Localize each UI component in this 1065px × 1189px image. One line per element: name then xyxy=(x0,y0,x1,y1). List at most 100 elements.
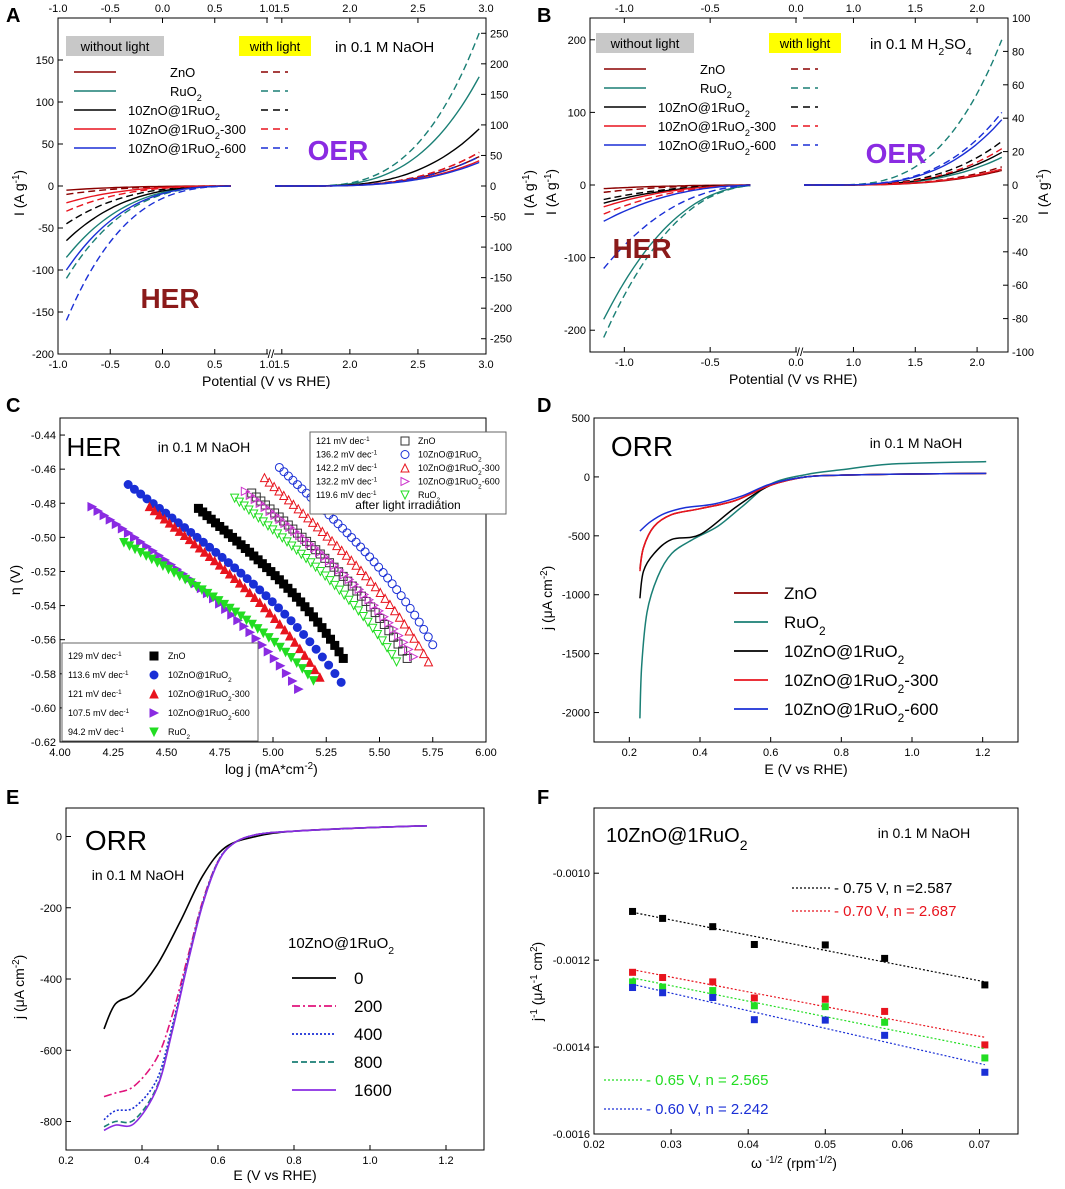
tafel-point xyxy=(359,589,370,600)
subscript: 2 xyxy=(437,497,441,504)
subscript: 2 xyxy=(228,715,232,722)
text-run: 10ZnO@1 xyxy=(658,138,718,153)
x-tick-label: 1.0 xyxy=(259,359,274,371)
tafel-point xyxy=(297,664,308,674)
panel-condition: in 0.1 M NaOH xyxy=(870,435,963,451)
x-tick-label: 5.50 xyxy=(369,747,390,759)
curve-her-light-1 xyxy=(65,185,231,279)
x-tick-label-top: 0.0 xyxy=(788,3,803,15)
tafel-point xyxy=(347,532,357,542)
legend-title: 10ZnO@1RuO2 xyxy=(288,935,394,957)
subscript: 2 xyxy=(187,734,191,741)
kl-point xyxy=(750,994,758,1002)
tafel-point xyxy=(388,632,398,642)
text-run: RuO xyxy=(863,671,898,690)
tafel-point xyxy=(307,517,318,527)
tafel-point xyxy=(189,538,200,549)
y-tick-label-right: -100 xyxy=(490,242,512,254)
y-tick-label: -0.0014 xyxy=(553,1042,590,1054)
tafel-point xyxy=(164,518,175,528)
legend-label: 10ZnO@1RuO2-600 xyxy=(128,141,246,160)
text-run: 10ZnO@1 xyxy=(784,642,863,661)
legend-label: 200 xyxy=(354,997,382,1016)
tafel-point xyxy=(360,547,370,557)
tafel-point xyxy=(332,540,342,551)
tafel-point xyxy=(93,506,104,516)
kl-series-label: - 0.60 V, n = 2.242 xyxy=(646,1101,768,1118)
tafel-point xyxy=(383,573,393,583)
legend-slope: 119.6 mV dec-1 xyxy=(316,490,377,501)
kl-fit-line xyxy=(632,969,985,1038)
tafel-point xyxy=(284,630,295,641)
text-run: j (μA cm xyxy=(539,579,555,631)
kl-point xyxy=(881,1031,889,1039)
tafel-point xyxy=(356,565,366,575)
tafel-point xyxy=(338,523,348,533)
text-run: -300 xyxy=(482,463,500,473)
y-tick-label-right: -40 xyxy=(1012,247,1028,259)
x-axis-label: ω -1/2 (rpm-1/2) xyxy=(751,1155,837,1172)
plot-frame xyxy=(593,807,1019,1135)
tafel-point xyxy=(317,526,328,536)
tafel-point xyxy=(239,582,250,593)
text-run: ) xyxy=(539,566,555,571)
tafel-point xyxy=(242,574,252,584)
tafel-point xyxy=(245,627,256,638)
tafel-point xyxy=(293,503,304,514)
tafel-point xyxy=(278,490,289,500)
tafel-point xyxy=(267,597,277,607)
tafel-point xyxy=(363,617,373,628)
text-run: -300 xyxy=(904,671,938,690)
x-tick-label: 0.07 xyxy=(969,1139,990,1151)
x-tick-label-top: 0.5 xyxy=(207,3,222,15)
x-tick-label: 0.04 xyxy=(737,1139,758,1151)
superscript: -1 xyxy=(543,174,554,183)
text-run: ) xyxy=(832,1155,837,1171)
x-tick-label: 6.00 xyxy=(475,747,496,759)
text-run: ZnO xyxy=(700,62,725,77)
x-tick-label-top: 3.0 xyxy=(478,3,493,15)
axis-break-bottom xyxy=(268,351,274,357)
legend-label: 10ZnO@1RuO2-600 xyxy=(658,138,776,157)
tafel-point xyxy=(244,587,255,598)
text-run: RuO xyxy=(460,477,479,487)
tafel-point xyxy=(290,526,300,537)
tafel-point xyxy=(229,573,240,584)
axis-break-mark: // xyxy=(797,345,804,359)
tafel-point xyxy=(223,558,233,568)
curve-oer-light-1 xyxy=(275,32,480,187)
x-tick-label: 0.8 xyxy=(834,747,849,759)
y-tick-label-right: -100 xyxy=(1012,347,1034,359)
text-run: ZnO xyxy=(168,651,186,661)
panel-b: // -1.0 -1.0 -0.5 -0.5 0.0 0.0 1.0 1.0 1.5 1.5 2.0 2… xyxy=(543,3,1052,387)
tafel-point xyxy=(269,653,280,664)
text-run: 132.2 mV dec xyxy=(316,477,372,487)
tafel-point xyxy=(281,668,292,679)
tafel-point xyxy=(370,581,381,592)
legend-label: 10ZnO@1RuO2 xyxy=(418,450,482,464)
text-run: I (A g xyxy=(11,183,27,216)
y-tick-label: -0.62 xyxy=(31,737,56,749)
x-tick-label-top: -0.5 xyxy=(701,3,720,15)
x-tick-label: 3.0 xyxy=(478,359,493,371)
tafel-point xyxy=(234,577,245,588)
x-tick-label: 4.50 xyxy=(156,747,177,759)
tafel-point xyxy=(392,585,402,595)
tafel-point xyxy=(364,594,375,605)
x-tick-label: 1.2 xyxy=(438,1155,453,1167)
tafel-point xyxy=(418,648,429,659)
text-run: 10ZnO@1 xyxy=(128,103,188,118)
text-run: RuO xyxy=(699,825,740,847)
y-tick-label: -0.46 xyxy=(31,464,56,476)
tafel-point xyxy=(129,532,140,543)
legend-label: 10ZnO@1RuO2-300 xyxy=(784,671,938,696)
text-run: ) xyxy=(543,169,559,174)
panel-letter-f: F xyxy=(537,787,549,809)
text-run: ) xyxy=(529,942,545,947)
curve-oer-light-4 xyxy=(275,155,480,187)
tafel-point xyxy=(394,612,405,622)
tafel-point xyxy=(269,481,279,492)
y-tick-label-right: 250 xyxy=(490,28,508,40)
panel-c: 4.00 4.25 4.50 4.75 5.00 5.25 5.50 5.75 6.00 -0.6… xyxy=(7,417,507,777)
legend-label: RuO2 xyxy=(784,613,826,638)
